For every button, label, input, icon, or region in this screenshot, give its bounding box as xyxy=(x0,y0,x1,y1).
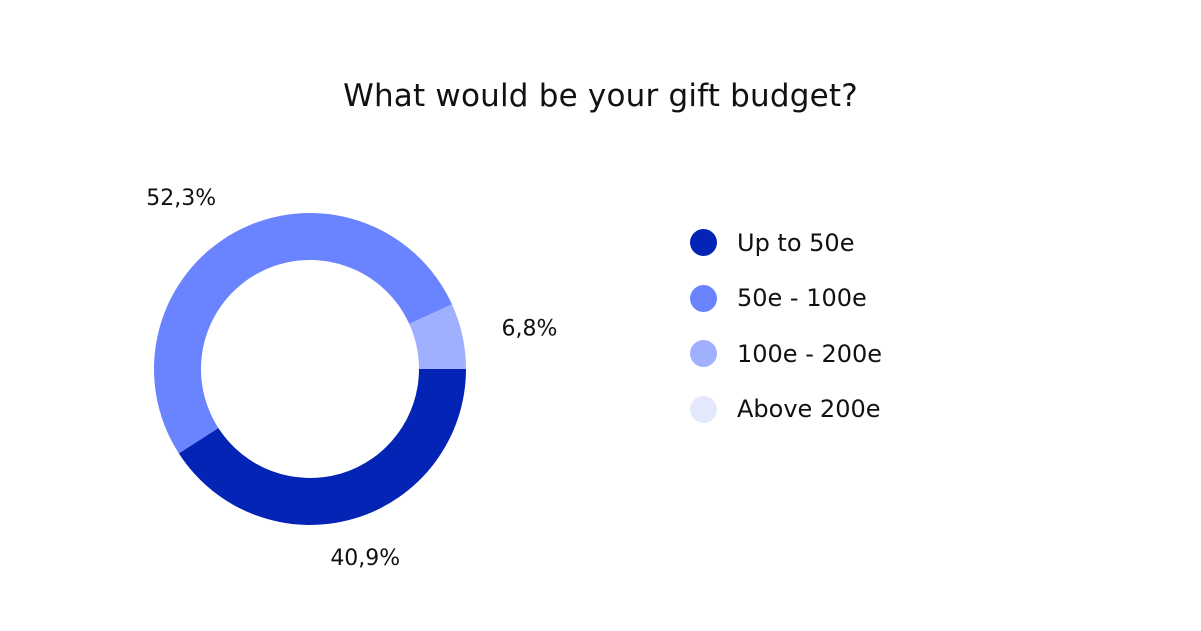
slice-label-100e-200e: 6,8% xyxy=(502,316,558,341)
slice-up-to-50e xyxy=(178,369,466,525)
legend-swatch xyxy=(690,395,717,423)
slice-labels: 40,9% 52,3% 6,8% xyxy=(146,186,557,571)
legend-swatch xyxy=(690,229,717,257)
chart-title: What would be your gift budget? xyxy=(343,78,858,114)
legend-label: Up to 50e xyxy=(737,228,855,257)
legend-label: 50e - 100e xyxy=(737,284,867,313)
legend-swatch xyxy=(690,340,717,368)
legend-swatch xyxy=(690,284,717,312)
slice-label-50e-100e: 52,3% xyxy=(146,186,216,211)
legend-item-above-200e: Above 200e xyxy=(690,382,882,438)
slice-label-up-to-50e: 40,9% xyxy=(330,546,400,571)
legend: Up to 50e 50e - 100e 100e - 200e Above 200e xyxy=(690,215,882,437)
slice-50e-100e xyxy=(153,212,452,454)
legend-label: Above 200e xyxy=(737,395,881,424)
donut-slices xyxy=(153,212,467,525)
slice-100e-200e xyxy=(409,304,467,369)
legend-item-50e-100e: 50e - 100e xyxy=(690,271,882,327)
legend-item-up-to-50e: Up to 50e xyxy=(690,215,882,271)
legend-label: 100e - 200e xyxy=(737,339,883,368)
legend-item-100e-200e: 100e - 200e xyxy=(690,326,882,382)
